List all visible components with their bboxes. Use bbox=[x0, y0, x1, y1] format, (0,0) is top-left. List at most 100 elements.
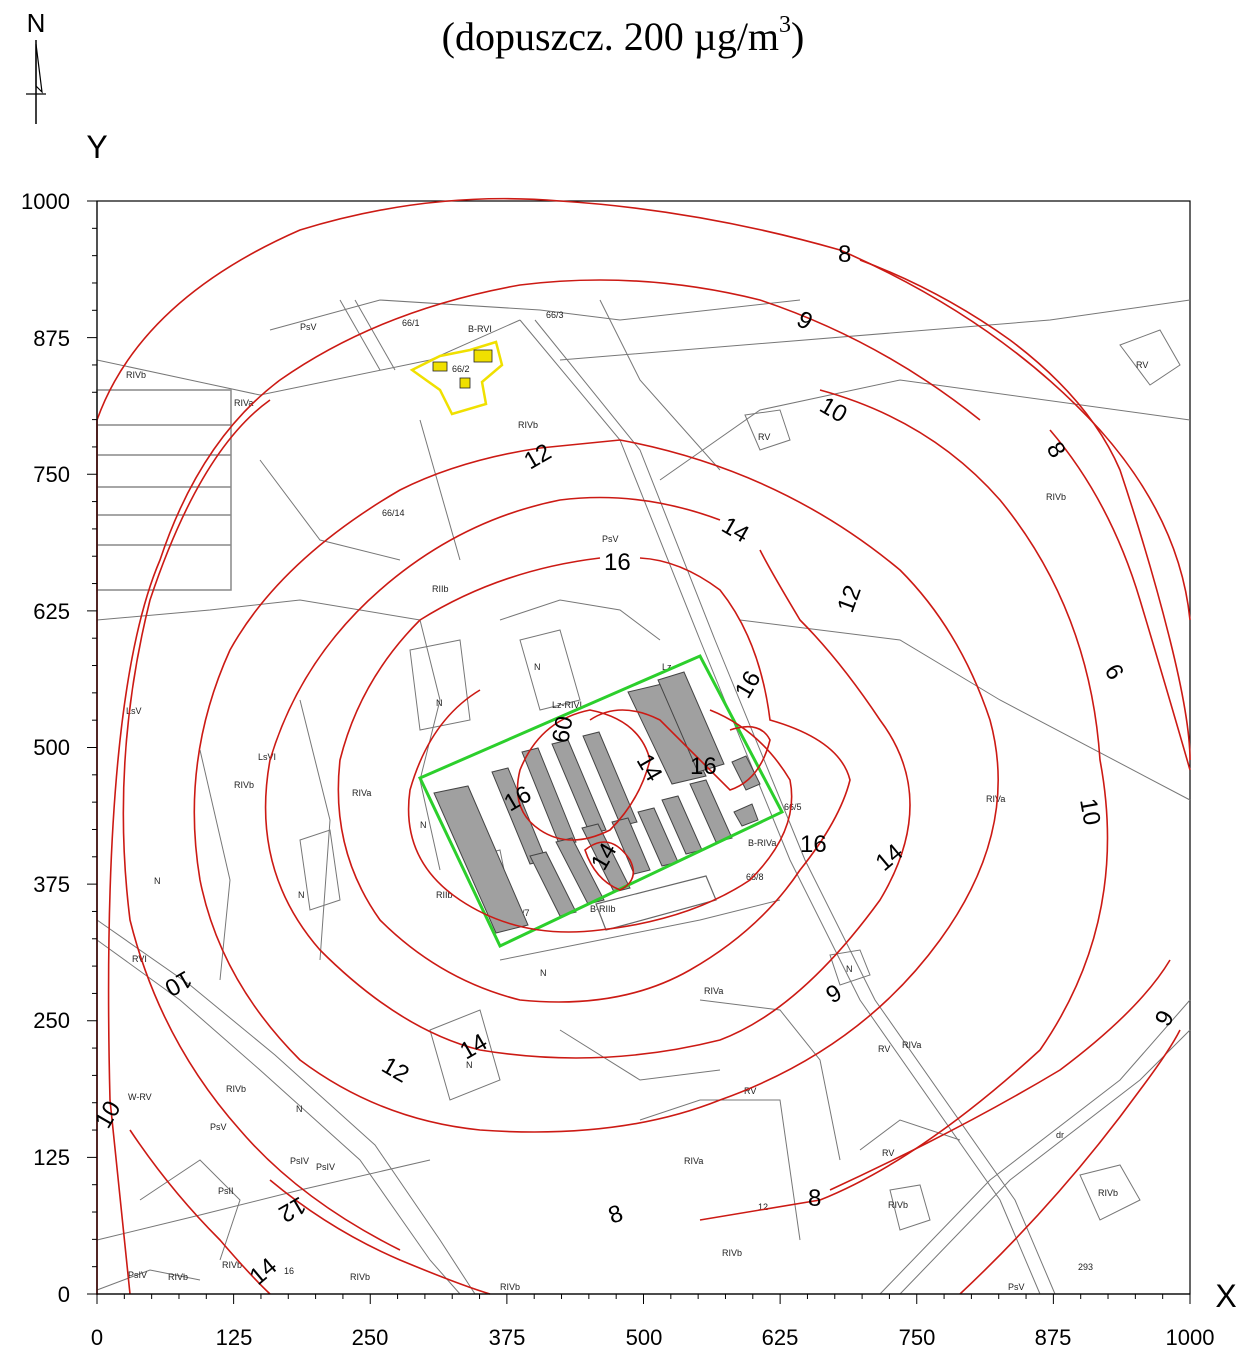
y-tick-label: 0 bbox=[58, 1282, 70, 1307]
parcel-label: 66/8 bbox=[746, 872, 764, 882]
parcel-label: LsVI bbox=[258, 752, 276, 762]
x-axis: 0 125 250 375 500 625 750 875 1000 bbox=[91, 1293, 1215, 1350]
title-superscript: 3 bbox=[779, 12, 792, 38]
contour-line-9-south bbox=[829, 959, 1171, 1191]
parcel-label: RV bbox=[1136, 360, 1148, 370]
receptor-building bbox=[473, 349, 493, 363]
contour-label: 8 bbox=[838, 241, 851, 268]
parcel-label: RIVb bbox=[126, 370, 146, 380]
x-tick-label: 1000 bbox=[1166, 1325, 1215, 1350]
contour-line-8-south bbox=[959, 1029, 1181, 1295]
map-title: (dopuszcz. 200 µg/m3) bbox=[0, 12, 1246, 60]
parcel-label: RIVb bbox=[350, 1272, 370, 1282]
parcel-label: RIVb bbox=[222, 1260, 242, 1270]
x-tick-label: 250 bbox=[352, 1325, 389, 1350]
building bbox=[731, 755, 761, 791]
building bbox=[529, 851, 577, 917]
contour-line-8-east bbox=[859, 259, 1191, 761]
parcel-label: PsIV bbox=[128, 1270, 147, 1280]
receptor-area bbox=[409, 340, 504, 416]
parcel-label: RV bbox=[882, 1148, 894, 1158]
parcel-label: PsV bbox=[602, 534, 619, 544]
parcel-label: 16 bbox=[284, 1266, 294, 1276]
parcel-label: RIVb bbox=[234, 780, 254, 790]
x-tick-label: 0 bbox=[91, 1325, 103, 1350]
receptor-building bbox=[432, 361, 448, 372]
contour-line-9 bbox=[107, 279, 981, 1295]
receptor-building bbox=[459, 377, 471, 389]
x-tick-label: 500 bbox=[626, 1325, 663, 1350]
parcel-label: N bbox=[436, 698, 443, 708]
parcel-label: RIVa bbox=[704, 986, 723, 996]
parcel-label: RIVb bbox=[722, 1248, 742, 1258]
y-tick-label: 875 bbox=[33, 326, 70, 351]
parcel-label: PsIV bbox=[316, 1162, 335, 1172]
parcel-label: RIVb bbox=[168, 1272, 188, 1282]
title-close: ) bbox=[791, 14, 805, 59]
parcel-label: RV bbox=[758, 432, 770, 442]
parcel-label: RIVa bbox=[902, 1040, 921, 1050]
building bbox=[551, 739, 607, 835]
parcel-label: RIVb bbox=[226, 1084, 246, 1094]
parcel-label: RIVa bbox=[684, 1156, 703, 1166]
contour-label: 60 bbox=[547, 714, 578, 745]
north-label: N bbox=[27, 8, 46, 38]
parcel-label: W-RV bbox=[128, 1092, 152, 1102]
parcel-label: N bbox=[846, 964, 853, 974]
parcel-label: Lz-RIVI bbox=[552, 700, 582, 710]
x-tick-label: 625 bbox=[762, 1325, 799, 1350]
parcel-label: RIVa bbox=[352, 788, 371, 798]
contour-line-14 bbox=[264, 496, 911, 1059]
y-axis: 0 125 250 375 500 625 750 875 1000 bbox=[21, 189, 98, 1307]
parcel-label: RIVb bbox=[1046, 492, 1066, 502]
building bbox=[733, 803, 759, 827]
parcel-label: RIVa bbox=[234, 398, 253, 408]
contour-hot-3 bbox=[584, 841, 635, 891]
parcel-label: RIVb bbox=[500, 1282, 520, 1292]
parcel-label: N bbox=[540, 968, 547, 978]
building bbox=[689, 779, 733, 843]
building bbox=[521, 747, 577, 847]
parcel-label: 66/1 bbox=[402, 318, 420, 328]
parcel-label: PsV bbox=[1008, 1282, 1025, 1292]
contour-label: 16 bbox=[800, 831, 827, 858]
parcel-label: RIVa bbox=[986, 794, 1005, 804]
contour-line-10-east bbox=[699, 389, 1109, 1221]
contour-line-8-outer bbox=[96, 197, 1191, 1295]
parcel-label: N bbox=[154, 876, 161, 886]
y-tick-label: 500 bbox=[33, 735, 70, 760]
contour-line-12 bbox=[193, 439, 999, 1133]
contour-line-16-inner bbox=[407, 689, 793, 933]
y-tick-label: 750 bbox=[33, 462, 70, 487]
parcel-label: 12 bbox=[758, 1202, 768, 1212]
y-axis-letter: Y bbox=[86, 129, 107, 165]
building bbox=[581, 823, 631, 893]
x-tick-label: 750 bbox=[899, 1325, 936, 1350]
contour-label: 16 bbox=[690, 753, 717, 780]
x-axis-letter: X bbox=[1215, 1278, 1236, 1314]
building bbox=[627, 683, 707, 785]
building bbox=[582, 731, 638, 827]
x-tick-label: 375 bbox=[489, 1325, 526, 1350]
parcel-label: 66/3 bbox=[546, 310, 564, 320]
contour-label: 8 bbox=[808, 1185, 821, 1212]
parcel-label: dr bbox=[1056, 1130, 1064, 1140]
parcel-label: RIIb bbox=[436, 890, 453, 900]
parcel-label: RIVb bbox=[1098, 1188, 1118, 1198]
contour-line-16 bbox=[337, 557, 851, 1003]
contour-line-8-sw bbox=[129, 1129, 271, 1295]
contour-line-9-sw bbox=[269, 1179, 491, 1295]
parcel-label: B-RVI bbox=[468, 324, 492, 334]
parcel-label: N bbox=[466, 1060, 473, 1070]
parcel-label: PsII bbox=[218, 1186, 234, 1196]
parcel-label: RIVb bbox=[518, 420, 538, 430]
parcel-label: LsV bbox=[126, 706, 142, 716]
parcel-label: 293 bbox=[1078, 1262, 1093, 1272]
parcel-label: N bbox=[420, 820, 427, 830]
parcel-label: N bbox=[298, 890, 305, 900]
y-tick-label: 125 bbox=[33, 1145, 70, 1170]
contour-label: 10 bbox=[1074, 796, 1105, 827]
contour-hot-2 bbox=[589, 709, 771, 791]
contour-line-6 bbox=[1049, 429, 1191, 771]
parcel-label: PsV bbox=[300, 322, 317, 332]
